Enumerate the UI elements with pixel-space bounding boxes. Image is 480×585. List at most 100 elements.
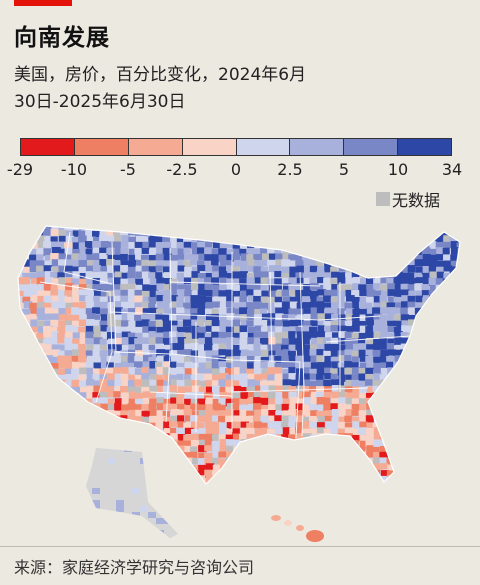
county-cell [190,475,199,482]
county-cell [338,452,346,461]
county-cell [79,295,88,302]
county-cell [449,398,458,406]
county-cell [457,404,460,412]
county-cell [191,325,200,334]
county-cell [365,464,374,473]
county-cell [344,440,354,448]
county-cell [162,247,171,255]
county-cell [323,403,331,412]
alaska-cell [92,476,100,482]
county-cell [449,236,459,244]
alaska-cell [140,512,148,518]
county-cell [135,307,144,315]
county-cell [232,235,241,243]
county-cell [429,470,438,478]
county-cell [407,469,416,477]
alaska-cell [132,518,140,524]
county-cell [190,295,200,303]
county-cell [282,391,290,399]
alaska-cell [124,476,132,482]
county-cell [239,338,248,345]
county-cell [260,415,269,423]
county-cell [135,433,144,442]
alaska-cell [132,512,140,518]
county-cell [274,481,283,484]
county-cell [142,278,151,287]
county-cell [65,302,75,311]
county-cell [78,476,86,484]
county-cell [71,463,81,470]
county-cell [92,248,101,255]
county-cell [282,482,291,484]
county-cell [50,253,60,261]
county-cell [365,247,374,255]
county-cell [219,302,229,310]
county-cell [18,272,25,279]
county-cell [23,451,33,460]
alaska-cell [164,470,172,476]
county-cell [142,397,151,405]
county-cell [274,476,284,484]
county-cell [443,404,452,412]
county-cell [183,313,192,320]
county-cell [212,481,220,484]
county-cell [64,314,73,323]
county-cell [351,332,360,339]
county-cell [225,362,235,369]
alaska-cell [108,488,116,494]
county-cell [71,260,79,268]
county-cell [281,440,291,448]
county-cell [310,337,319,345]
county-cell [218,254,228,263]
county-cell [18,325,25,334]
county-cell [442,452,451,459]
county-cell [212,226,222,232]
county-cell [78,253,87,262]
county-cell [219,470,229,478]
county-cell [128,409,136,417]
county-cell [64,391,73,400]
county-cell [225,326,235,334]
county-cell [310,259,319,267]
county-cell [359,362,368,370]
county-cell [205,325,213,332]
county-cell [65,271,74,278]
county-cell [316,470,325,479]
county-cell [191,242,200,249]
legend-swatch [236,138,291,156]
county-cell [113,260,121,267]
county-cell [295,469,305,478]
county-cell [295,475,304,482]
county-cell [18,242,26,251]
county-cell [295,380,304,388]
county-cell [415,295,423,304]
county-cell [296,349,306,357]
county-cell [212,410,220,419]
county-cell [184,296,192,305]
county-cell [254,458,263,465]
county-cell [288,277,298,286]
county-cell [29,248,39,257]
county-cell [338,248,346,255]
county-cell [37,290,46,297]
county-cell [436,344,445,353]
county-cell [407,421,416,429]
county-cell [86,428,96,437]
county-cell [170,236,179,244]
county-cell [57,416,67,425]
county-cell [387,289,395,296]
county-cell [18,284,24,292]
county-cell [408,319,416,326]
county-cell [78,470,87,478]
county-cell [267,380,277,389]
county-cell [324,367,333,375]
county-cell [393,391,401,399]
county-cell [295,226,304,231]
county-cell [149,373,158,382]
county-cell [212,392,220,401]
county-cell [219,260,228,269]
county-cell [351,439,359,448]
county-cell [316,337,326,345]
county-cell [330,325,339,332]
county-cell [50,463,60,471]
